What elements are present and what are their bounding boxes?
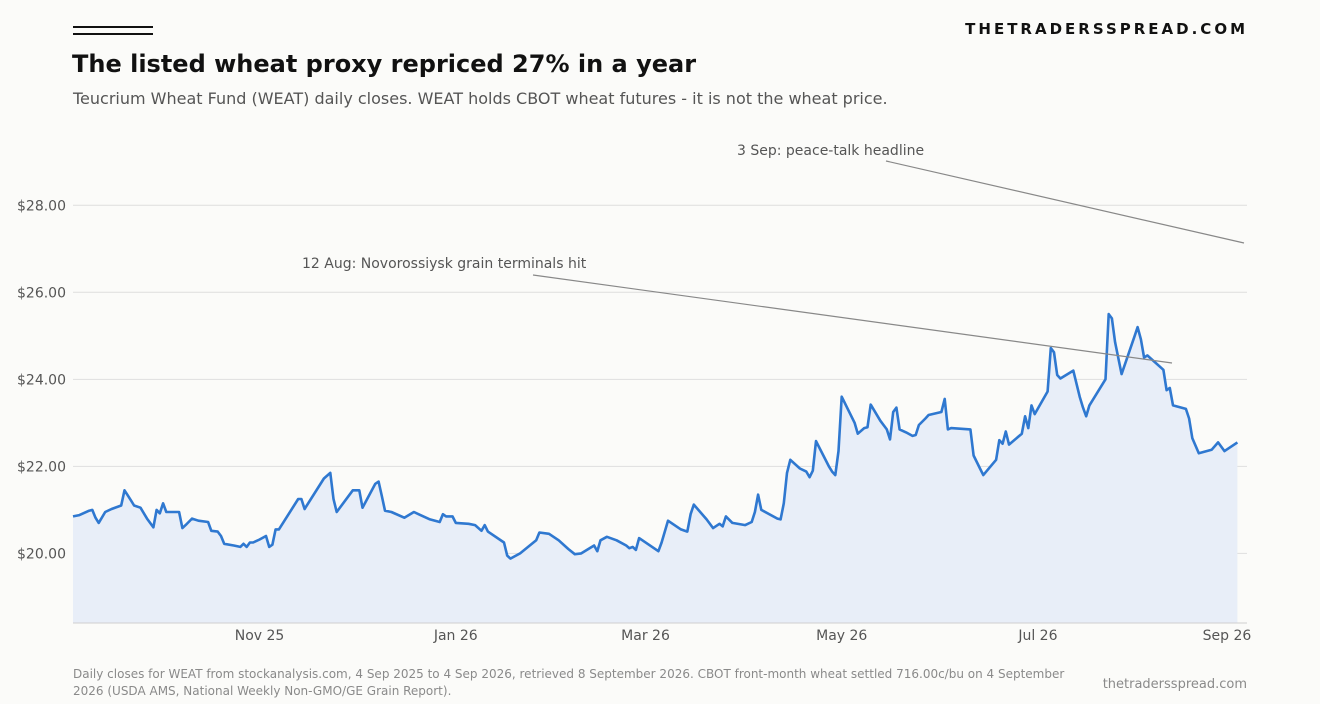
y-tick-label: $28.00	[17, 198, 66, 214]
annotation-leader	[885, 160, 1245, 244]
footer-site: thetradersspread.com	[1102, 677, 1247, 692]
y-tick-label: $20.00	[17, 546, 66, 562]
chart-title: The listed wheat proxy repriced 27% in a…	[72, 50, 697, 78]
site-name: THETRADERSSPREAD.COM	[965, 20, 1248, 38]
x-tick-label: Sep 26	[1203, 628, 1252, 644]
series-line	[72, 312, 1239, 560]
y-tick-label: $24.00	[17, 372, 66, 388]
series-area	[73, 314, 1238, 623]
y-tick-label: $22.00	[17, 459, 66, 475]
header-rule	[73, 26, 153, 35]
annotation-leader	[532, 274, 1173, 364]
y-tick-label: $26.00	[17, 285, 66, 301]
annotation-label: 3 Sep: peace-talk headline	[737, 143, 924, 159]
chart-subtitle: Teucrium Wheat Fund (WEAT) daily closes.…	[73, 89, 888, 108]
x-tick-label: May 26	[816, 628, 867, 644]
x-tick-label: Jan 26	[433, 628, 478, 644]
annotation-label: 12 Aug: Novorossiysk grain terminals hit	[302, 256, 587, 272]
source-note: Daily closes for WEAT from stockanalysis…	[73, 667, 1065, 698]
x-tick-label: Nov 25	[235, 628, 285, 644]
x-tick-label: Mar 26	[621, 628, 670, 644]
x-tick-label: Jul 26	[1017, 628, 1057, 644]
